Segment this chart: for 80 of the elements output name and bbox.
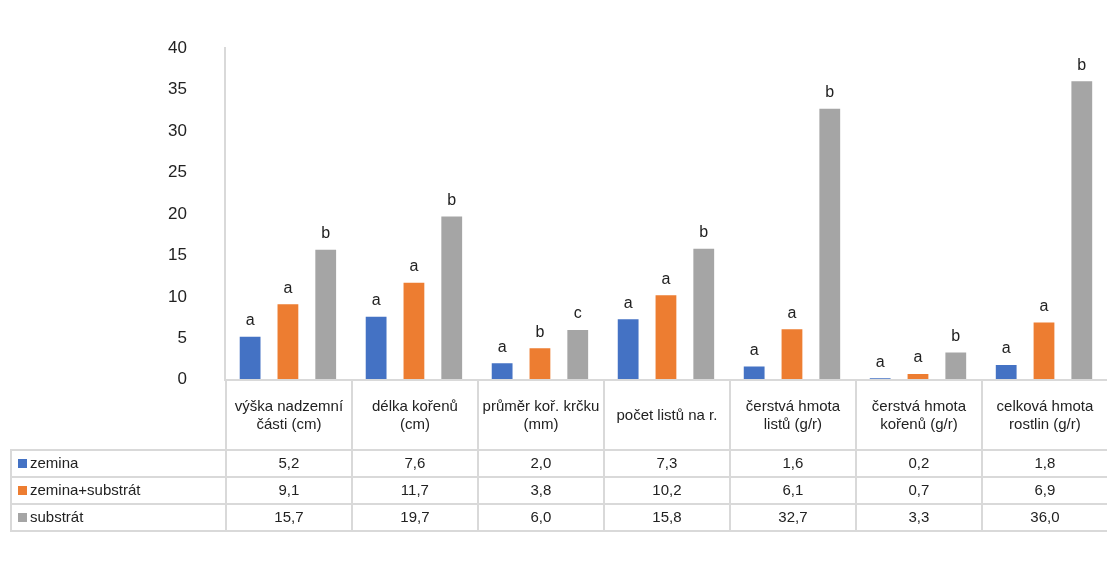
annotation: b	[1077, 55, 1087, 73]
data-label: 19,7	[351, 503, 478, 531]
data-label: 0,2	[855, 449, 982, 477]
annotation: a	[661, 269, 671, 287]
bar	[1033, 322, 1055, 380]
annotation: a	[787, 303, 797, 321]
annotation: a	[623, 293, 633, 311]
x-tick-label: počet listů na r.	[603, 379, 730, 450]
data-label: 3,8	[477, 476, 604, 504]
data-label: 2,0	[477, 449, 604, 477]
y-tick-label: 20	[167, 203, 187, 223]
data-label: 6,9	[981, 476, 1107, 504]
annotation: a	[245, 311, 255, 329]
bar	[239, 336, 261, 380]
bar	[945, 352, 967, 380]
bar	[365, 316, 387, 380]
bar	[743, 366, 765, 380]
annotation: b	[535, 322, 545, 340]
annotation: b	[321, 224, 331, 242]
legend-label: substrát	[11, 503, 226, 531]
y-tick-label: 25	[167, 162, 187, 182]
legend-label: zemina+substrát	[11, 476, 226, 504]
bar	[1071, 81, 1093, 380]
data-label: 10,2	[603, 476, 730, 504]
data-label: 36,0	[981, 503, 1107, 531]
data-label: 15,8	[603, 503, 730, 531]
data-label: 1,8	[981, 449, 1107, 477]
x-tick-label: výška nadzemní části (cm)	[225, 379, 352, 450]
bar	[529, 348, 551, 380]
annotation: b	[447, 190, 457, 208]
annotation: a	[749, 340, 759, 358]
y-tick-label: 5	[177, 328, 187, 348]
y-tick-label: 10	[167, 286, 187, 306]
data-label: 3,3	[855, 503, 982, 531]
data-label: 0,7	[855, 476, 982, 504]
y-tick-label: 15	[167, 245, 187, 265]
bar	[819, 108, 841, 380]
annotation: a	[283, 278, 293, 296]
data-label: 5,2	[225, 449, 352, 477]
data-label: 1,6	[729, 449, 856, 477]
data-label: 11,7	[351, 476, 478, 504]
x-tick-label: celková hmota rostlin (g/r)	[981, 379, 1107, 450]
y-tick-label: 40	[167, 37, 187, 57]
x-tick-label: čerstvá hmota kořenů (g/r)	[855, 379, 982, 450]
data-label: 7,3	[603, 449, 730, 477]
bar	[491, 363, 513, 380]
annotation: b	[951, 326, 961, 344]
bar	[995, 364, 1017, 380]
data-label: 32,7	[729, 503, 856, 531]
data-label: 6,1	[729, 476, 856, 504]
x-tick-label: délka kořenů (cm)	[351, 379, 478, 450]
annotation: b	[825, 83, 835, 101]
legend-label: zemina	[11, 449, 226, 477]
bar	[693, 248, 715, 380]
bar	[567, 330, 589, 380]
annotation: a	[1001, 339, 1011, 357]
bar	[403, 282, 425, 380]
annotation: a	[1039, 297, 1049, 315]
annotation: a	[409, 257, 419, 275]
x-tick-label: čerstvá hmota listů (g/r)	[729, 379, 856, 450]
annotation: c	[573, 304, 582, 322]
data-label: 6,0	[477, 503, 604, 531]
bar	[277, 304, 299, 380]
y-tick-label: 0	[177, 369, 187, 389]
annotation: a	[875, 352, 885, 370]
bar	[617, 319, 639, 380]
annotation: a	[371, 291, 381, 309]
data-label: 7,6	[351, 449, 478, 477]
data-label: 15,7	[225, 503, 352, 531]
bar	[315, 249, 337, 380]
bar	[655, 295, 677, 380]
y-tick-label: 35	[167, 79, 187, 99]
data-label: 9,1	[225, 476, 352, 504]
annotation: a	[913, 348, 923, 366]
bar	[781, 329, 803, 380]
annotation: b	[699, 223, 709, 241]
x-tick-label: průměr koř. krčku (mm)	[477, 379, 604, 450]
annotation: a	[497, 337, 507, 355]
bar	[441, 216, 463, 380]
y-tick-label: 30	[167, 120, 187, 140]
